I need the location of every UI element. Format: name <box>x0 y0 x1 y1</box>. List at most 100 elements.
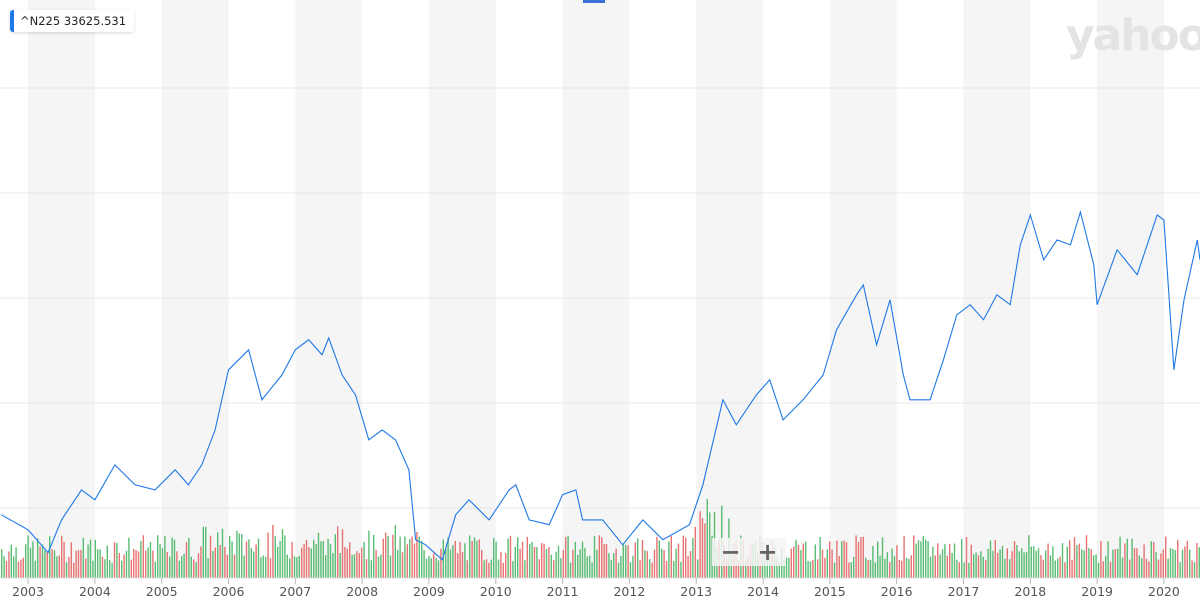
volume-bar <box>1136 548 1138 578</box>
volume-bar <box>125 550 128 578</box>
volume-bar <box>1025 551 1028 578</box>
volume-bar <box>865 557 867 578</box>
volume-bar <box>766 559 768 578</box>
volume-bar <box>910 555 912 578</box>
volume-bar <box>1155 551 1157 578</box>
volume-bar <box>641 539 644 578</box>
volume-bar <box>509 535 512 578</box>
volume-bar <box>550 554 552 578</box>
volume-bar <box>531 541 533 578</box>
volume-bar <box>332 553 334 578</box>
volume-bar <box>128 537 130 578</box>
volume-bar <box>725 557 728 578</box>
volume-bar <box>932 546 934 578</box>
volume-bar <box>1150 541 1152 578</box>
volume-bar <box>1105 555 1107 578</box>
volume-bar <box>821 549 824 578</box>
volume-bar <box>121 560 123 578</box>
volume-bar <box>10 544 12 578</box>
volume-bar <box>848 562 850 578</box>
volume-bar <box>793 546 795 578</box>
volume-bar <box>1189 549 1191 578</box>
legend-value: 33625.531 <box>63 14 127 28</box>
volume-bar <box>63 542 65 578</box>
volume-bar <box>305 539 308 578</box>
volume-bar <box>997 552 999 578</box>
x-tick-label: 2020 <box>1148 584 1180 599</box>
volume-bar <box>363 541 365 578</box>
volume-bar <box>1169 547 1172 578</box>
volume-bar <box>586 556 588 578</box>
volume-bar <box>1145 558 1148 578</box>
volume-bar <box>97 549 99 578</box>
x-tick-label: 2009 <box>413 584 445 599</box>
volume-bar <box>545 548 548 578</box>
volume-bar <box>1004 558 1006 578</box>
volume-bar <box>999 549 1001 578</box>
volume-bar <box>313 539 315 578</box>
volume-bar <box>53 550 56 578</box>
volume-bar <box>382 538 384 578</box>
volume-bar <box>68 556 70 578</box>
volume-bar <box>334 534 336 578</box>
volume-bar <box>423 549 425 578</box>
volume-bar <box>632 555 634 578</box>
volume-bar <box>651 562 653 578</box>
volume-bar <box>989 540 992 578</box>
volume-bar <box>605 543 608 578</box>
x-tick-label: 2003 <box>12 584 44 599</box>
volume-bar <box>677 543 680 578</box>
volume-bar <box>836 540 838 578</box>
volume-bar <box>1126 538 1128 578</box>
volume-bar <box>1121 557 1124 578</box>
volume-bar <box>317 532 320 578</box>
volume-bar <box>567 535 569 578</box>
volume-bar <box>541 543 543 578</box>
volume-bar <box>205 526 207 578</box>
volume-bar <box>1013 541 1016 578</box>
volume-bar <box>111 562 113 578</box>
volume-bar <box>879 555 881 578</box>
volume-bar <box>353 554 356 578</box>
volume-bar <box>61 535 63 578</box>
volume-bar <box>1021 548 1023 578</box>
volume-bar <box>800 549 802 578</box>
volume-bar <box>817 559 819 578</box>
volume-bar <box>1114 549 1116 578</box>
zoom-in-button[interactable]: + <box>757 538 778 566</box>
volume-bar <box>197 553 200 578</box>
volume-bar <box>538 559 540 578</box>
volume-bar <box>1011 551 1013 578</box>
volume-bar <box>927 541 929 578</box>
volume-bar <box>445 548 447 578</box>
zoom-out-button[interactable]: − <box>720 538 741 566</box>
volume-bar <box>320 541 322 578</box>
volume-bar <box>195 562 197 578</box>
volume-bar <box>692 537 694 578</box>
volume-bar <box>349 542 351 578</box>
volume-bar <box>797 544 800 578</box>
volume-bar <box>409 539 411 578</box>
volume-bar <box>1193 562 1196 578</box>
volume-bar <box>901 560 903 578</box>
volume-bar <box>245 541 248 578</box>
volume-bar <box>579 549 581 578</box>
x-tick-label: 2016 <box>881 584 913 599</box>
volume-bar <box>877 541 879 578</box>
volume-bar <box>1172 549 1174 578</box>
volume-bar <box>941 549 944 578</box>
volume-bar <box>17 561 20 578</box>
volume-bar <box>253 551 255 578</box>
volume-bar <box>548 547 550 578</box>
volume-bar <box>536 547 538 578</box>
x-tick-label: 2015 <box>814 584 846 599</box>
volume-bar <box>598 535 600 578</box>
volume-bar <box>987 548 989 578</box>
volume-bar <box>776 557 778 578</box>
volume-bar <box>73 562 75 578</box>
volume-bar <box>507 538 509 578</box>
volume-bar <box>965 536 968 578</box>
volume-bar <box>850 561 852 578</box>
volume-bar <box>377 556 380 578</box>
